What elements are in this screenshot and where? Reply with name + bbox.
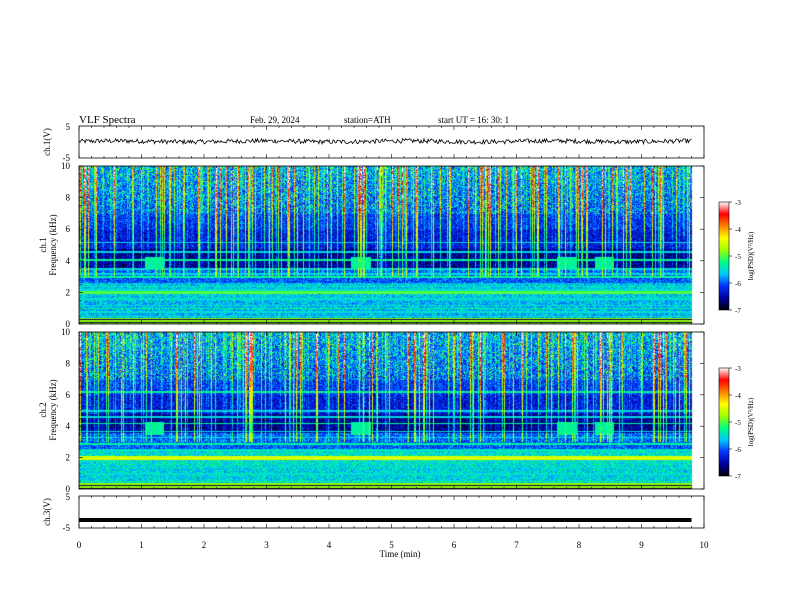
ch1-waveform-line <box>78 137 692 146</box>
ch1-spectrogram-panel: 0 2 4 6 8 10 ch.1 Frequency (kHz) <box>38 161 705 329</box>
x-tick-label: 8 <box>577 540 582 550</box>
ch1-wave-ylabel: ch.1(V) <box>42 128 52 156</box>
ch1-colorbar-label: log(PSD)(V²/Hz) <box>747 231 755 280</box>
ch2-colorbar-label: log(PSD)(V²/Hz) <box>747 397 755 446</box>
x-tick-label: 7 <box>514 540 519 550</box>
colorbar-tick-label: -6 <box>735 446 741 454</box>
x-tick-label: 6 <box>452 540 457 550</box>
y-tick-label: 6 <box>66 390 71 400</box>
colorbar-tick-label: -3 <box>735 365 741 373</box>
ch2-colorbar: -3 -4 -5 -6 -7 log(PSD)(V²/Hz) <box>718 365 755 481</box>
y-tick-label: 2 <box>66 453 71 463</box>
colorbar-tick-label: -6 <box>735 280 741 288</box>
x-axis-label: Time (min) <box>380 549 421 559</box>
y-tick-label: 10 <box>61 327 71 337</box>
station-label: station=ATH <box>344 115 391 125</box>
colorbar-tick-label: -5 <box>735 419 741 427</box>
ch2-spectrogram-panel: 0 2 4 6 8 10 ch.2 Frequency (kHz) <box>38 327 705 494</box>
y-tick-label: 8 <box>66 193 71 203</box>
x-tick-label: 5 <box>389 540 394 550</box>
ch3-wave-ytick-bottom: -5 <box>63 523 71 533</box>
ch2-colorbar-bar <box>718 367 730 477</box>
ch2-spec-ylabel-frequency: Frequency (kHz) <box>48 379 58 440</box>
x-tick-label: 1 <box>139 540 144 550</box>
ch3-wave-ytick-top: 5 <box>66 492 71 502</box>
figure-title: VLF Spectra <box>79 114 136 126</box>
ch3-waveform-panel: 5 -5 ch.3(V) <box>42 492 705 533</box>
ch1-spectrogram-image <box>79 166 704 324</box>
ch3-waveform-frame <box>78 495 705 529</box>
colorbar-tick-label: -7 <box>735 473 741 481</box>
x-tick-label: 10 <box>700 540 710 550</box>
y-tick-label: 0 <box>66 484 71 494</box>
ch1-wave-ytick-bottom: -5 <box>63 153 71 163</box>
ch1-spec-ylabel-channel: ch.1 <box>38 237 48 252</box>
y-tick-label: 0 <box>66 319 71 329</box>
x-tick-label: 2 <box>202 540 207 550</box>
ch1-spec-ylabel-frequency: Frequency (kHz) <box>48 214 58 275</box>
date-label: Feb. 29, 2024 <box>250 115 300 125</box>
ch1-colorbar: -3 -4 -5 -6 -7 log(PSD)(V²/Hz) <box>718 199 755 315</box>
ch1-wave-ytick-top: 5 <box>66 122 71 132</box>
x-tick-label: 9 <box>639 540 644 550</box>
y-tick-label: 8 <box>66 358 71 368</box>
y-tick-label: 6 <box>66 224 71 234</box>
ch2-spec-ylabel-channel: ch.2 <box>38 402 48 417</box>
y-tick-label: 10 <box>61 161 71 171</box>
colorbar-tick-label: -4 <box>735 226 741 234</box>
x-tick-label: 4 <box>327 540 332 550</box>
colorbar-tick-label: -4 <box>735 392 741 400</box>
start-time-label: start UT = 16: 30: 1 <box>438 115 509 125</box>
ch1-waveform-panel: 5 -5 ch.1(V) <box>42 122 705 163</box>
y-tick-label: 4 <box>66 421 71 431</box>
x-axis: 0 1 2 3 4 5 6 7 8 9 10 <box>77 540 709 550</box>
ch3-wave-ylabel: ch.3(V) <box>42 498 52 526</box>
y-tick-label: 2 <box>66 287 71 297</box>
colorbar-tick-label: -7 <box>735 307 741 315</box>
colorbar-tick-label: -3 <box>735 199 741 207</box>
x-tick-label: 3 <box>264 540 269 550</box>
y-tick-label: 4 <box>66 256 71 266</box>
x-tick-label: 0 <box>77 540 82 550</box>
ch2-spectrogram-image <box>79 332 704 489</box>
ch1-colorbar-bar <box>718 201 730 311</box>
colorbar-tick-label: -5 <box>735 253 741 261</box>
